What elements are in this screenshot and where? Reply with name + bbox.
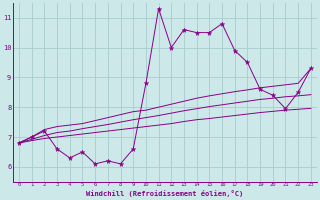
X-axis label: Windchill (Refroidissement éolien,°C): Windchill (Refroidissement éolien,°C) — [86, 190, 244, 197]
